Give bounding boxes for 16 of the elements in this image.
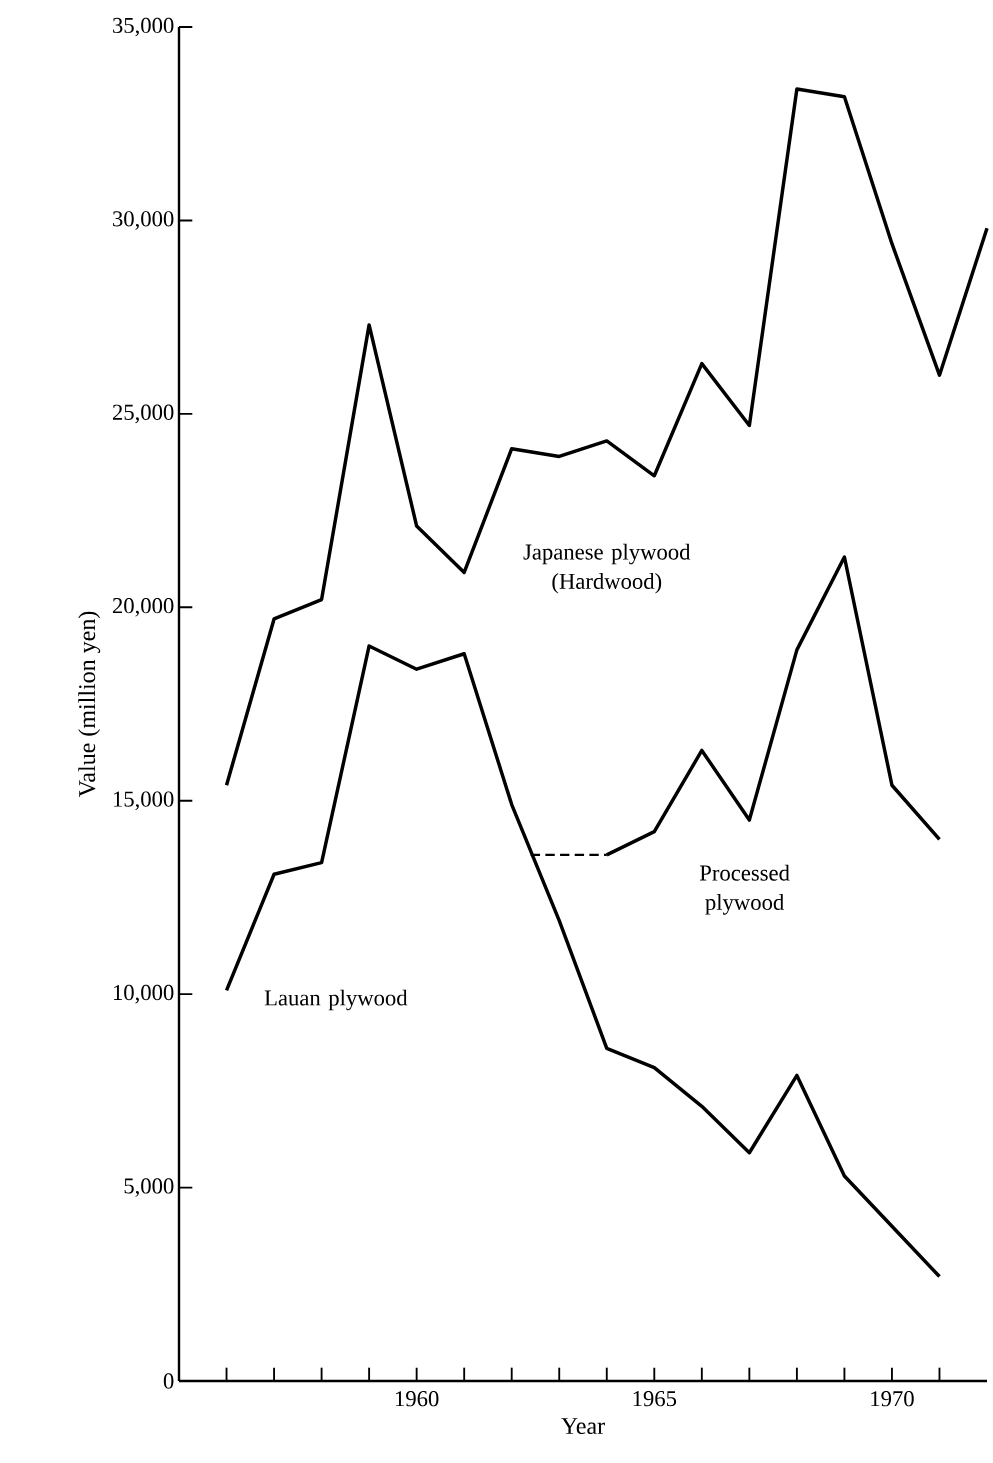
x-tick-label: 1960	[395, 1391, 439, 1407]
y-tick-label: 0	[163, 1373, 174, 1389]
y-tick-label: 35,000	[113, 17, 174, 37]
y-tick-label: 15,000	[113, 791, 174, 811]
y-axis-title: Value (million yen)	[78, 611, 101, 798]
y-tick-label: 10,000	[113, 984, 174, 1004]
y-tick-label: 5,000	[124, 1178, 174, 1197]
x-tick-label: 1970	[871, 1391, 914, 1407]
y-tick-label: 30,000	[113, 211, 174, 230]
series-label: Japanese plywood (Hardwood)	[523, 543, 691, 594]
text: Processed plywood	[699, 864, 790, 915]
y-tick-label: 25,000	[112, 404, 174, 424]
series-label: Lauan plywood	[264, 989, 408, 1011]
x-tick-label: 1965	[633, 1391, 677, 1407]
y-tick-label: 20,000	[112, 598, 174, 617]
x-axis-title: Year	[561, 1418, 605, 1435]
